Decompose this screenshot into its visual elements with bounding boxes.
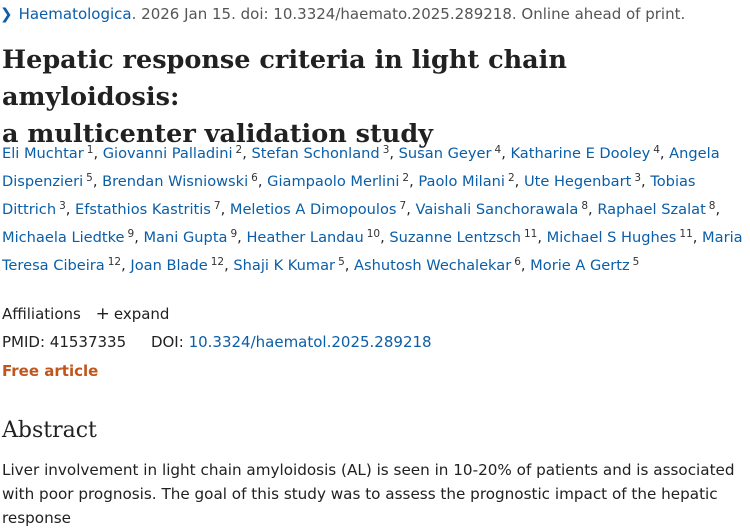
author-separator: , — [92, 173, 103, 190]
author-link[interactable]: Paolo Milani — [418, 173, 505, 190]
author-list: Eli Muchtar 1, Giovanni Palladini 2, Stefa… — [2, 138, 750, 278]
expand-affiliations-button[interactable]: + expand — [95, 304, 170, 324]
affiliation-number[interactable]: 8 — [581, 200, 589, 212]
author-link[interactable]: Suzanne Lentzsch — [389, 229, 521, 246]
author-separator: , — [242, 145, 252, 162]
affiliation-number[interactable]: 2 — [235, 144, 243, 156]
title-line-1: Hepatic response criteria in light chain… — [2, 45, 567, 112]
affiliation-number[interactable]: 8 — [708, 200, 716, 212]
affiliation-number[interactable]: 7 — [399, 200, 407, 212]
author-link[interactable]: Brendan Wisniowski — [102, 173, 249, 190]
author-link[interactable]: Michael S Hughes — [546, 229, 677, 246]
author-separator: , — [501, 145, 511, 162]
affiliation-number[interactable]: 5 — [86, 172, 93, 184]
author-link[interactable]: Meletios A Dimopoulos — [229, 201, 397, 218]
author-separator: , — [380, 229, 390, 246]
citation-details: . 2026 Jan 15. doi: 10.3324/haemato.2025… — [131, 5, 686, 23]
author-separator: , — [237, 229, 247, 246]
affiliation-number[interactable]: 4 — [653, 144, 660, 156]
author-separator: , — [224, 257, 234, 274]
title-line-2: a multicenter validation study — [2, 119, 433, 149]
affiliation-number[interactable]: 3 — [382, 144, 390, 156]
abstract-text: Liver involvement in light chain amyloid… — [2, 461, 735, 527]
author-separator: , — [406, 201, 416, 218]
pmid-value: 41537335 — [49, 333, 127, 351]
expand-label: expand — [113, 305, 170, 323]
author-separator: , — [537, 229, 547, 246]
author-separator: , — [93, 145, 103, 162]
author-separator: , — [257, 173, 268, 190]
author-link[interactable]: Ute Hegenbart — [523, 173, 632, 190]
author-link[interactable]: Vaishali Sanchorawala — [415, 201, 579, 218]
author-link[interactable]: Mani Gupta — [143, 229, 228, 246]
author-link[interactable]: Michaela Liedtke — [2, 229, 125, 246]
affiliations-label: Affiliations — [2, 305, 81, 323]
author-link[interactable]: Katharine E Dooley — [510, 145, 651, 162]
plus-icon: + — [95, 304, 110, 324]
affiliation-number[interactable]: 7 — [213, 200, 221, 212]
author-link[interactable]: Ashutosh Wechalekar — [354, 257, 512, 274]
author-separator: , — [409, 173, 419, 190]
author-link[interactable]: Maria Teresa Cibeira — [2, 229, 743, 274]
affiliation-number[interactable]: 12 — [107, 256, 122, 268]
pmid-label: PMID: — [2, 333, 46, 351]
author-link[interactable]: Angela Dispenzieri — [2, 145, 720, 190]
affiliation-number[interactable]: 3 — [634, 172, 642, 184]
author-link[interactable]: Giampaolo Merlini — [267, 173, 400, 190]
affiliation-number[interactable]: 6 — [251, 172, 258, 184]
author-separator: , — [344, 257, 355, 274]
author-separator: , — [641, 173, 651, 190]
author-separator: , — [134, 229, 144, 246]
author-link[interactable]: Morie A Gertz — [530, 257, 630, 274]
author-separator: , — [121, 257, 131, 274]
affiliation-number[interactable]: 5 — [338, 256, 345, 268]
affiliation-number[interactable]: 5 — [632, 256, 640, 268]
affiliation-number[interactable]: 9 — [127, 228, 135, 240]
affiliation-number[interactable]: 12 — [210, 256, 225, 268]
affiliation-number[interactable]: 9 — [230, 228, 238, 240]
affiliation-number[interactable]: 2 — [402, 172, 410, 184]
author-separator: , — [659, 145, 670, 162]
author-link[interactable]: Giovanni Palladini — [102, 145, 233, 162]
journal-link[interactable]: Haematologica — [18, 5, 132, 23]
author-separator: , — [715, 201, 721, 218]
abstract-heading: Abstract — [2, 418, 97, 443]
affiliation-number[interactable]: 1 — [86, 144, 94, 156]
author-separator: , — [520, 257, 531, 274]
author-link[interactable]: Susan Geyer — [398, 145, 492, 162]
author-link[interactable]: Joan Blade — [130, 257, 208, 274]
author-link[interactable]: Stefan Schonland — [251, 145, 380, 162]
affiliation-number[interactable]: 3 — [59, 200, 66, 212]
affiliation-number[interactable]: 11 — [679, 228, 693, 240]
author-separator: , — [220, 201, 230, 218]
affiliation-number[interactable]: 10 — [366, 228, 381, 240]
author-link[interactable]: Raphael Szalat — [597, 201, 706, 218]
author-link[interactable]: Efstathios Kastritis — [75, 201, 211, 218]
affiliation-number[interactable]: 6 — [514, 256, 521, 268]
author-separator: , — [588, 201, 598, 218]
doi-link[interactable]: 10.3324/haematol.2025.289218 — [188, 333, 432, 351]
page-title: Hepatic response criteria in light chain… — [2, 42, 747, 153]
author-link[interactable]: Heather Landau — [246, 229, 364, 246]
citation-line: ❯ Haematologica. 2026 Jan 15. doi: 10.332… — [0, 2, 685, 26]
author-link[interactable]: Tobias Dittrich — [2, 173, 696, 218]
affiliations-row: Affiliations + expand — [2, 303, 169, 325]
identifiers-row: PMID: 41537335 DOI: 10.3324/haematol.202… — [2, 331, 432, 353]
author-separator: , — [692, 229, 703, 246]
doi-label: DOI: — [150, 333, 184, 351]
author-separator: , — [389, 145, 399, 162]
chevron-right-icon[interactable]: ❯ — [0, 5, 13, 23]
affiliation-number[interactable]: 4 — [494, 144, 502, 156]
author-link[interactable]: Eli Muchtar — [2, 145, 84, 162]
author-separator: , — [514, 173, 524, 190]
free-article-badge: Free article — [2, 362, 99, 380]
affiliation-number[interactable]: 11 — [523, 228, 538, 240]
author-link[interactable]: Shaji K Kumar — [233, 257, 336, 274]
affiliation-number[interactable]: 2 — [507, 172, 515, 184]
author-separator: , — [65, 201, 76, 218]
